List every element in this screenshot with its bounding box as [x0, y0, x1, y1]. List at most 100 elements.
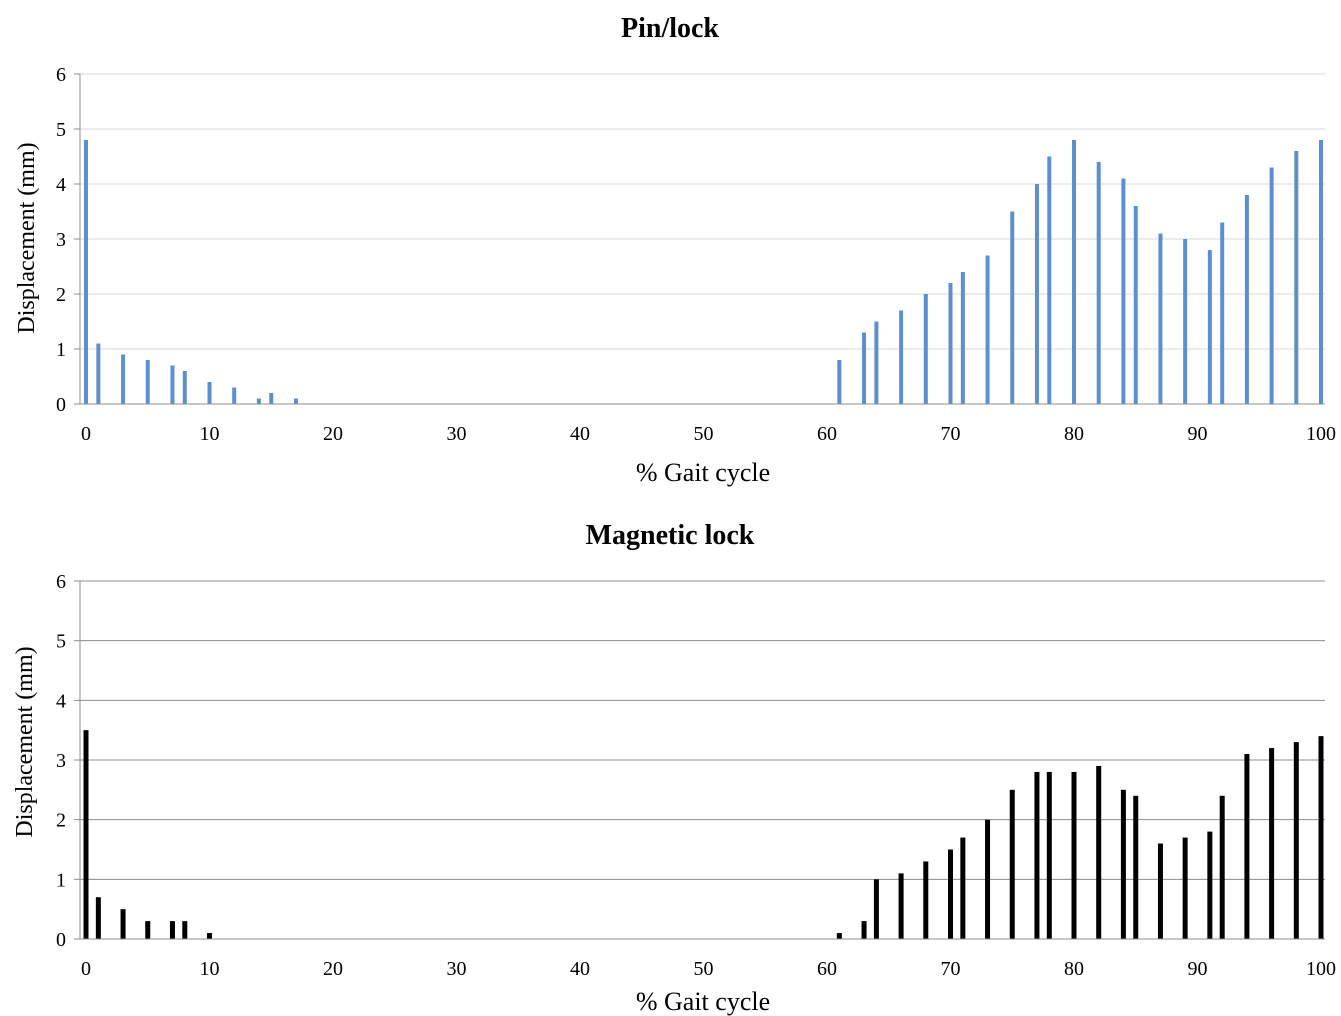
bar [182, 371, 187, 404]
y-tick-label: 1 [56, 339, 66, 361]
grid-lines [80, 73, 1325, 350]
y-tick-label: 4 [56, 690, 66, 712]
y-tick-label: 1 [56, 869, 66, 891]
bar [1046, 771, 1052, 939]
axes [74, 73, 1325, 405]
x-tick-label: 0 [81, 958, 91, 980]
x-tick-label: 10 [200, 423, 220, 445]
bar [836, 933, 842, 939]
bar [293, 398, 298, 404]
bar [120, 909, 126, 939]
bar [1318, 736, 1324, 939]
bar [1220, 222, 1225, 404]
bar [837, 360, 842, 404]
y-tick-label: 2 [56, 284, 66, 306]
bar [145, 921, 151, 939]
y-axis-label: Displacement (mm) [14, 142, 40, 333]
bar [1244, 754, 1250, 939]
x-tick-label: 100 [1306, 958, 1336, 980]
x-tick-label: 0 [81, 423, 91, 445]
bar [1034, 184, 1039, 404]
bar [948, 849, 953, 939]
bar [1121, 178, 1126, 404]
x-tick-label: 50 [694, 958, 714, 980]
bar [145, 360, 150, 404]
bar [1182, 837, 1188, 939]
x-tick-label: 30 [447, 958, 467, 980]
x-tick-label: 70 [941, 423, 961, 445]
bar [898, 873, 904, 939]
x-tick-label: 50 [694, 423, 714, 445]
bar [1010, 211, 1015, 404]
bar [1120, 789, 1126, 939]
bar [1183, 239, 1188, 404]
x-tick-label: 20 [323, 958, 343, 980]
bar [1047, 156, 1052, 404]
y-tick-label: 3 [56, 750, 66, 772]
y-tick-label: 0 [56, 394, 66, 416]
bars [84, 140, 1323, 404]
bar [1009, 789, 1015, 939]
x-tick-label: 90 [1188, 958, 1208, 980]
bar [1269, 167, 1274, 404]
y-tick-label: 2 [56, 810, 66, 832]
y-tick-label: 5 [56, 631, 66, 653]
bar [1207, 250, 1212, 404]
bar [95, 897, 101, 939]
bar [207, 933, 212, 939]
bar [1096, 162, 1101, 404]
bar [948, 283, 953, 404]
bar [169, 921, 175, 939]
x-tick-label: 60 [817, 958, 837, 980]
bar [960, 837, 966, 939]
bar [1157, 843, 1163, 939]
bar [1293, 742, 1299, 939]
bar [1269, 748, 1275, 939]
x-tick-label: 30 [447, 423, 467, 445]
magnetic-lock-chart: Magnetic lock 0 1 2 3 4 5 6 0 10 20 30 40 50 60 70 80 9… [12, 520, 1336, 1016]
x-tick-labels: 0 10 20 30 40 50 60 70 80 90 100 [81, 958, 1336, 980]
bar [1207, 831, 1213, 939]
bars [83, 730, 1324, 939]
bar [874, 321, 879, 404]
x-tick-label: 80 [1064, 423, 1084, 445]
bar [269, 393, 274, 404]
bar [1096, 765, 1102, 939]
y-axis-label: Displacement (mm) [12, 646, 38, 837]
y-tick-label: 5 [56, 119, 66, 141]
x-tick-labels: 0 10 20 30 40 50 60 70 80 90 100 [81, 423, 1336, 445]
x-tick-label: 40 [570, 958, 590, 980]
bar [232, 387, 237, 404]
x-axis-label: % Gait cycle [636, 458, 770, 487]
x-axis-label: % Gait cycle [636, 987, 770, 1016]
bar [1072, 140, 1076, 404]
bar [256, 398, 261, 404]
y-tick-label: 6 [56, 64, 66, 86]
axes [74, 580, 1325, 940]
y-tick-label: 3 [56, 229, 66, 251]
bar [207, 382, 212, 404]
bar [861, 921, 867, 939]
x-tick-label: 80 [1064, 958, 1084, 980]
bar [1294, 151, 1299, 404]
x-tick-label: 90 [1188, 423, 1208, 445]
bar [170, 365, 175, 404]
bar [1219, 795, 1225, 939]
x-tick-label: 20 [323, 423, 343, 445]
bar [1158, 233, 1163, 404]
bar [862, 332, 867, 404]
x-tick-label: 10 [200, 958, 220, 980]
x-tick-label: 60 [817, 423, 837, 445]
bar [1071, 771, 1077, 939]
bar [83, 730, 89, 939]
x-tick-label: 100 [1306, 423, 1336, 445]
bar [182, 921, 188, 939]
bar [985, 819, 991, 939]
bar [899, 310, 904, 404]
bar [985, 255, 990, 404]
y-tick-labels: 0 1 2 3 4 5 6 [56, 571, 66, 951]
x-tick-label: 40 [570, 423, 590, 445]
bar [960, 272, 965, 404]
y-tick-label: 6 [56, 571, 66, 593]
